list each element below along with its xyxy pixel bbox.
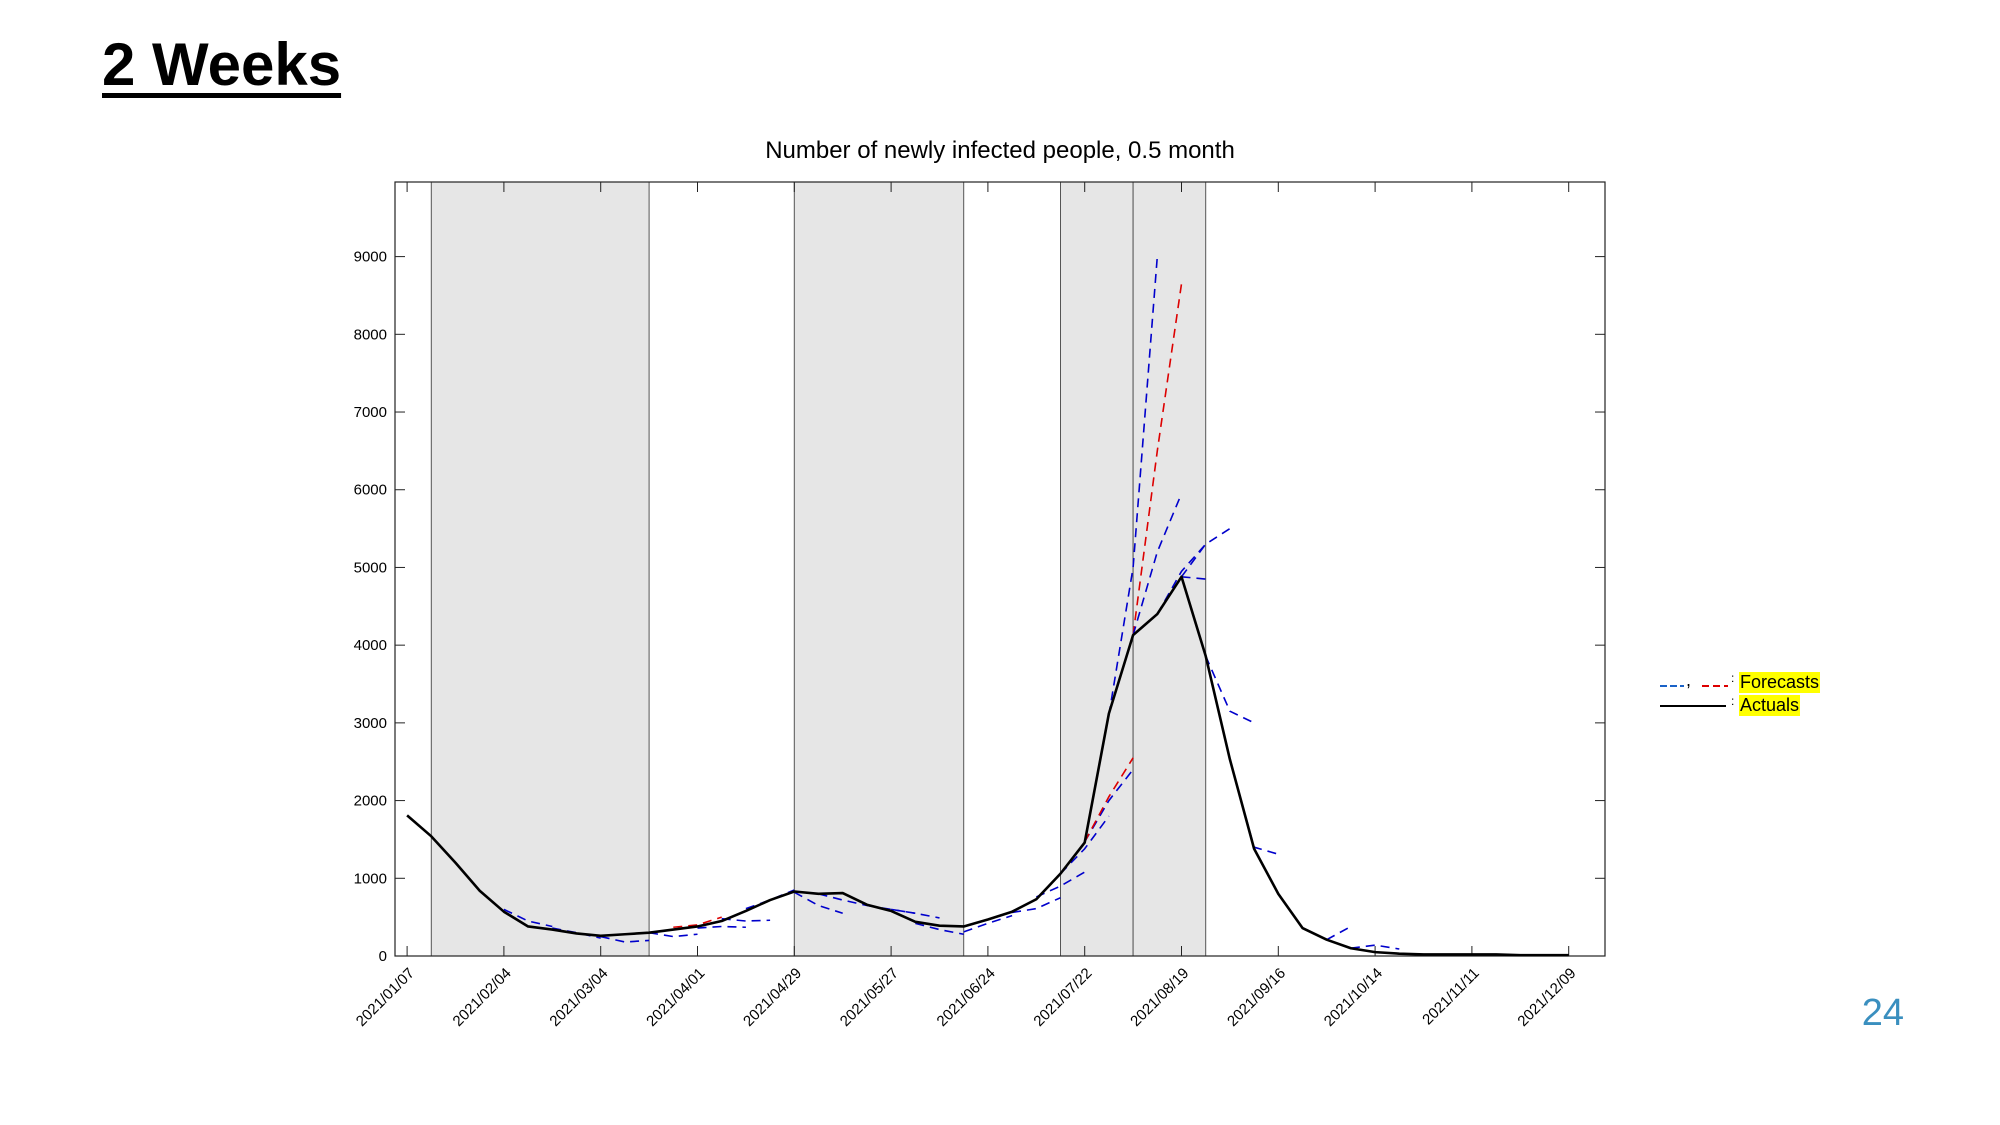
forecast-line-12 xyxy=(915,922,964,936)
forecast-line-28 xyxy=(1350,944,1400,950)
forecast-line-26 xyxy=(1229,759,1279,855)
x-tick-label: 2021/06/24 xyxy=(934,965,999,1030)
x-tick-label: 2021/03/04 xyxy=(546,965,611,1030)
slide-title: 2 Weeks xyxy=(102,31,342,98)
forecast-line-25 xyxy=(1204,655,1255,724)
forecast-line-18 xyxy=(1083,757,1134,843)
forecast-line-5 xyxy=(721,917,771,922)
legend-forecast-colon: : xyxy=(1731,671,1735,685)
shaded-period-3 xyxy=(1132,181,1207,957)
x-tick-label: 2021/04/01 xyxy=(643,965,708,1030)
forecast-line-7 xyxy=(745,889,795,910)
legend-forecast-separator: , xyxy=(1686,670,1692,690)
x-tick-label: 2021/12/09 xyxy=(1514,965,1579,1030)
page-number: 24 xyxy=(1861,992,1904,1034)
forecast-line-16 xyxy=(1059,815,1110,875)
shaded-periods xyxy=(430,181,1207,957)
forecast-line-14 xyxy=(1011,896,1061,914)
y-tick-label: 7000 xyxy=(354,404,387,421)
y-tick-label: 6000 xyxy=(354,482,387,499)
y-tick-label: 5000 xyxy=(354,559,387,576)
y-tick-label: 0 xyxy=(379,948,387,965)
x-tick-label: 2021/05/27 xyxy=(837,965,902,1030)
legend-actual-colon: : xyxy=(1731,694,1735,708)
actuals-line-group xyxy=(406,575,1569,957)
shaded-period-1 xyxy=(793,181,965,957)
x-tick-label: 2021/01/07 xyxy=(353,965,418,1030)
forecast-line-13 xyxy=(963,914,1013,933)
forecast-line-9 xyxy=(818,893,868,907)
x-tick-label: 2021/09/16 xyxy=(1224,965,1289,1030)
y-tick-label: 8000 xyxy=(354,326,387,343)
shaded-period-0 xyxy=(430,181,650,957)
chart-title: Number of newly infected people, 0.5 mon… xyxy=(765,137,1235,164)
legend-actual-label: Actuals xyxy=(1739,695,1801,716)
legend-actual-swatch xyxy=(1660,705,1726,707)
forecast-line-3 xyxy=(648,931,698,938)
forecast-line-24 xyxy=(1181,575,1206,580)
y-tick-label: 9000 xyxy=(354,249,387,266)
x-tick-label: 2021/10/14 xyxy=(1321,965,1386,1030)
x-tick-label: 2021/11/11 xyxy=(1419,965,1483,1029)
forecast-line-27 xyxy=(1326,925,1352,941)
legend-forecast-swatch xyxy=(1660,685,1728,687)
forecast-line-21 xyxy=(1132,493,1183,636)
actuals-line xyxy=(406,575,1569,957)
forecast-line-11 xyxy=(890,908,940,919)
forecast-line-20 xyxy=(1132,283,1183,636)
forecast-line-2 xyxy=(600,935,650,943)
forecast-line-19 xyxy=(1108,256,1159,716)
x-tick-label: 2021/04/29 xyxy=(740,965,805,1030)
legend-forecast-label: Forecasts xyxy=(1739,672,1821,693)
y-axis-ticks: 0 1000 2000 3000 4000 5000 6000 7000 8000 9000 xyxy=(354,249,1605,965)
forecast-line-6 xyxy=(673,916,722,929)
shaded-period-2 xyxy=(1060,181,1134,957)
forecast-line-15 xyxy=(1035,871,1086,898)
plot-border xyxy=(394,181,1606,957)
forecast-line-0 xyxy=(503,908,553,928)
x-tick-label: 2021/07/22 xyxy=(1030,965,1095,1030)
y-tick-label: 4000 xyxy=(354,637,387,654)
x-tick-label: 2021/02/04 xyxy=(450,965,515,1030)
y-tick-label: 2000 xyxy=(354,793,387,810)
forecast-line-4 xyxy=(697,925,746,929)
y-tick-label: 3000 xyxy=(354,715,387,732)
y-tick-label: 1000 xyxy=(354,870,387,887)
x-tick-label: 2021/08/19 xyxy=(1127,965,1192,1030)
plot-frame xyxy=(394,181,1606,957)
